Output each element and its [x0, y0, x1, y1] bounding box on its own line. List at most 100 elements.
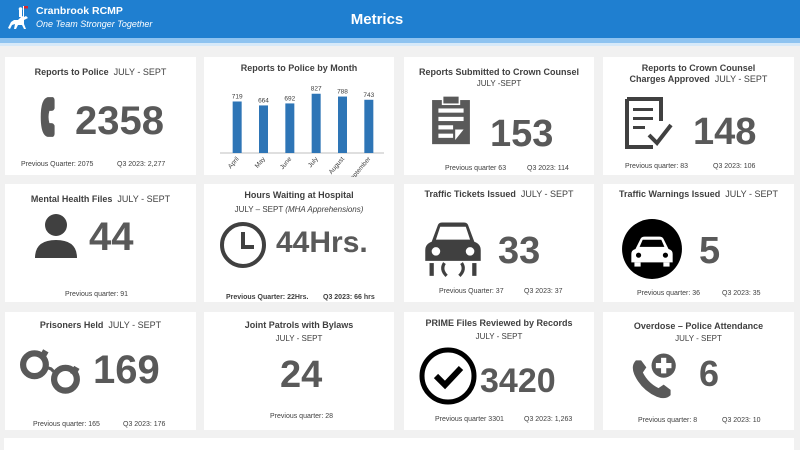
card-title: Mental Health Files JULY - SEPT: [5, 194, 196, 204]
q3-2023-text: Q3 2023: 2,277: [117, 161, 166, 168]
chart-title: Reports to Police by Month: [240, 63, 358, 73]
card-title-text: Traffic Warnings Issued: [619, 189, 721, 199]
chart-tick-label: June: [279, 156, 294, 172]
chart-data-label: 719: [232, 93, 243, 100]
metric-value: 153: [490, 113, 554, 155]
chart-data-label: 743: [363, 92, 374, 99]
previous-quarter-text: Previous quarter 3301: [435, 416, 504, 423]
clock-icon: [220, 222, 266, 268]
card-period: JULY - SEPT: [714, 74, 768, 84]
previous-quarter-text: Previous quarter: 91: [65, 291, 129, 298]
previous-quarter-text: Previous quarter: 165: [33, 421, 100, 428]
card-traffic-warnings: Traffic Warnings Issued JULY - SEPT 5 Pr…: [603, 184, 794, 302]
chart-data-label: 692: [284, 95, 295, 102]
chart-tick-label: July: [307, 155, 320, 169]
card-title: Joint Patrols with Bylaws: [244, 320, 354, 330]
card-title-text: Reports to Police: [34, 67, 109, 77]
chart-bar: [285, 103, 295, 153]
card-joint-patrols: Joint Patrols with Bylaws JULY - SEPT 24…: [204, 312, 394, 430]
handcuffs-icon: [20, 349, 80, 394]
metric-value: 169: [93, 348, 160, 392]
chart-bar: [232, 101, 242, 153]
car-circle-icon: [622, 219, 682, 279]
card-title: Reports Submitted to Crown Counsel: [418, 67, 579, 77]
header-stripe: [0, 38, 800, 43]
phone-medical-icon: [632, 353, 676, 399]
card-title: Overdose – Police Attendance: [633, 321, 764, 331]
bottom-panel: [4, 438, 794, 450]
page-title: Metrics: [350, 11, 404, 28]
metric-value: 3420: [480, 362, 556, 400]
chart-bar: [338, 96, 347, 153]
reports-by-month-chart: 719 April 664 May 692 June 827 July 788 August 743…: [220, 86, 384, 177]
q3-2023-text: Q3 2023: 66 hrs: [323, 294, 375, 301]
q3-2023-text: Q3 2023: 114: [527, 165, 569, 172]
chart-data-label: 788: [337, 89, 348, 96]
card-reports-by-month: Reports to Police by Month 719 April 664 Ma…: [204, 57, 394, 177]
metric-value: 33: [498, 230, 541, 272]
chart-tick-label: May: [254, 155, 268, 169]
previous-quarter-text: Previous Quarter: 22Hrs.: [226, 294, 309, 301]
card-period: JULY -SEPT: [476, 79, 522, 88]
card-title: Traffic Warnings Issued JULY - SEPT: [603, 189, 794, 199]
header-stripe-light: [0, 43, 800, 46]
q3-2023-text: Q3 2023: 10: [722, 417, 761, 424]
previous-quarter-text: Previous Quarter: 37: [439, 288, 504, 295]
card-title: PRIME Files Reviewed by Records: [425, 318, 573, 328]
checklist-icon: [625, 97, 673, 149]
card-period: JULY - SEPT: [520, 189, 574, 199]
card-period: JULY - SEPT: [113, 67, 167, 77]
chart-data-label: 827: [311, 86, 322, 93]
q3-2023-text: Q3 2023: 1,263: [524, 416, 573, 423]
card-reports-to-police: Reports to Police JULY - SEPT 2358 Previ…: [5, 57, 196, 175]
chart-data-label: 664: [258, 97, 269, 104]
app-header: Cranbrook RCMP One Team Stronger Togethe…: [0, 0, 800, 38]
person-icon: [35, 214, 77, 258]
q3-2023-text: Q3 2023: 176: [123, 421, 166, 428]
check-circle-icon: [419, 347, 477, 405]
previous-quarter-text: Previous Quarter: 2075: [21, 161, 94, 168]
card-period: JULY - SEPT: [725, 189, 778, 199]
org-tagline: One Team Stronger Together: [36, 19, 153, 29]
card-title-line2: Charges Approved JULY - SEPT: [603, 74, 794, 84]
phone-icon: [40, 97, 55, 137]
card-title-text: Charges Approved: [629, 74, 710, 84]
chart-bar: [364, 99, 374, 153]
card-period-note: (MHA Apprehensions): [285, 205, 364, 214]
card-title-text: Prisoners Held: [39, 320, 104, 330]
card-charges-approved: Reports to Crown Counsel Charges Approve…: [603, 57, 794, 175]
card-hours-waiting: Hours Waiting at Hospital JULY – SEPT (M…: [204, 184, 394, 302]
card-period: JULY - SEPT: [108, 320, 162, 330]
chart-tick-label: September: [347, 155, 373, 177]
card-title: Reports to Crown Counsel: [641, 63, 756, 73]
metric-value: 24: [280, 354, 323, 396]
card-crown-counsel: Reports Submitted to Crown Counsel JULY …: [404, 57, 594, 175]
previous-quarter-text: Previous quarter: 8: [638, 417, 698, 424]
metric-value: 148: [693, 111, 757, 153]
q3-2023-text: Q3 2023: 106: [713, 163, 756, 170]
card-title: Hours Waiting at Hospital: [244, 190, 354, 200]
chart-tick-label: August: [328, 156, 346, 176]
chart-bar: [311, 93, 321, 153]
horse-rider-icon: [8, 6, 28, 29]
card-title: Prisoners Held JULY - SEPT: [5, 320, 196, 330]
chart-tick-label: April: [227, 155, 241, 170]
card-period: JULY - SEPT: [675, 334, 722, 343]
card-period: JULY - SEPT: [475, 332, 523, 341]
card-title: Reports to Police JULY - SEPT: [5, 67, 196, 77]
chart-bar: [259, 105, 268, 153]
card-prime-files: PRIME Files Reviewed by Records JULY - S…: [404, 312, 594, 430]
card-title-text: Traffic Tickets Issued: [424, 189, 516, 199]
card-overdose: Overdose – Police Attendance JULY - SEPT…: [603, 312, 794, 430]
previous-quarter-text: Previous quarter 63: [445, 165, 507, 172]
card-traffic-tickets: Traffic Tickets Issued JULY - SEPT 33 Pr…: [404, 184, 594, 302]
previous-quarter-text: Previous quarter: 28: [270, 413, 334, 420]
card-period: JULY – SEPT (MHA Apprehensions): [204, 205, 394, 214]
car-skid-icon: [425, 222, 481, 277]
q3-2023-text: Q3 2023: 37: [524, 288, 563, 295]
previous-quarter-text: Previous quarter: 36: [637, 290, 701, 297]
previous-quarter-text: Previous quarter: 83: [625, 163, 689, 170]
q3-2023-text: Q3 2023: 35: [722, 290, 761, 297]
clipboard-icon: [432, 95, 470, 145]
card-period: JULY - SEPT: [117, 194, 171, 204]
